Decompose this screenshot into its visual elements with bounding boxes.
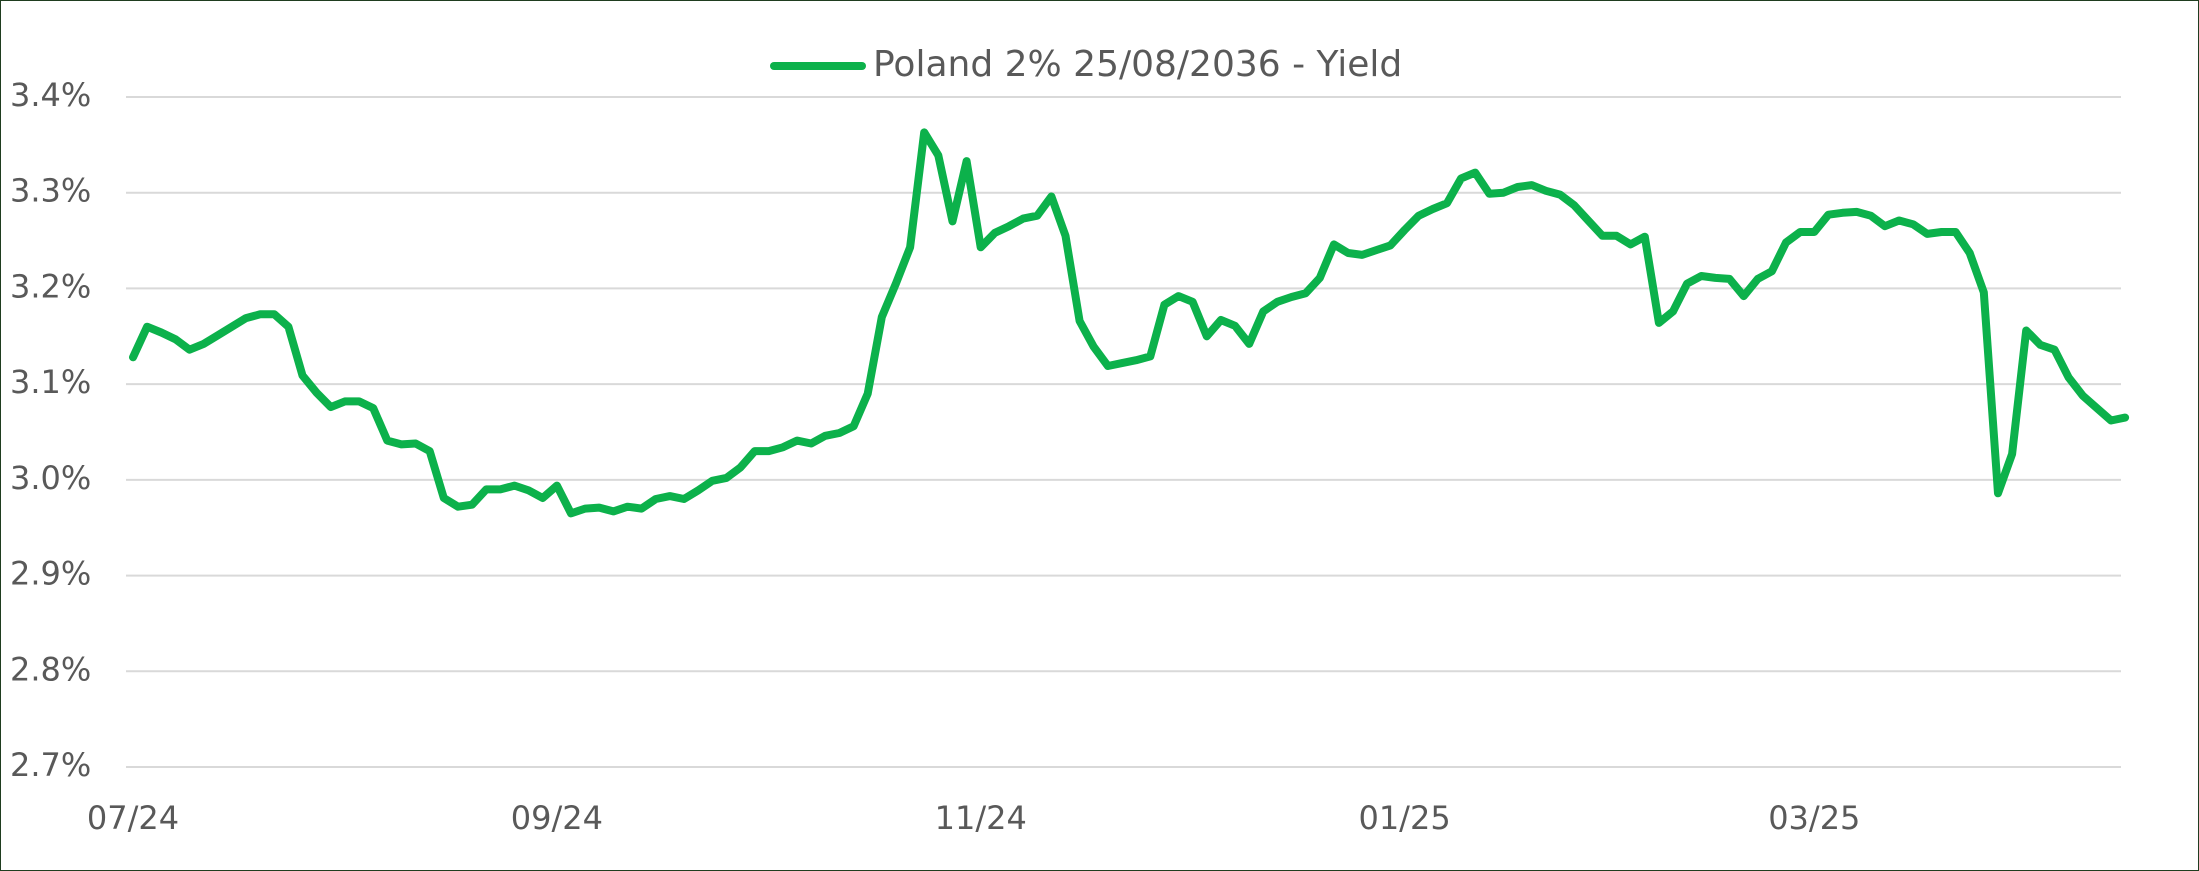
y-tick-label: 2.7% [10,746,91,784]
y-tick-label: 3.4% [10,76,91,114]
x-tick-label: 07/24 [87,799,179,837]
line-series [129,128,2130,518]
y-tick-label: 3.2% [10,267,91,305]
y-tick-label: 3.0% [10,459,91,497]
y-tick-label: 3.3% [10,172,91,210]
x-tick-label: 01/25 [1358,799,1450,837]
y-tick-label: 3.1% [10,363,91,401]
x-tick-label: 11/24 [935,799,1027,837]
x-tick-label: 03/25 [1768,799,1860,837]
legend-label: Poland 2% 25/08/2036 - Yield [873,44,1402,85]
x-tick-label: 09/24 [511,799,603,837]
y-tick-label: 2.9% [10,555,91,593]
y-tick-label: 2.8% [10,650,91,688]
